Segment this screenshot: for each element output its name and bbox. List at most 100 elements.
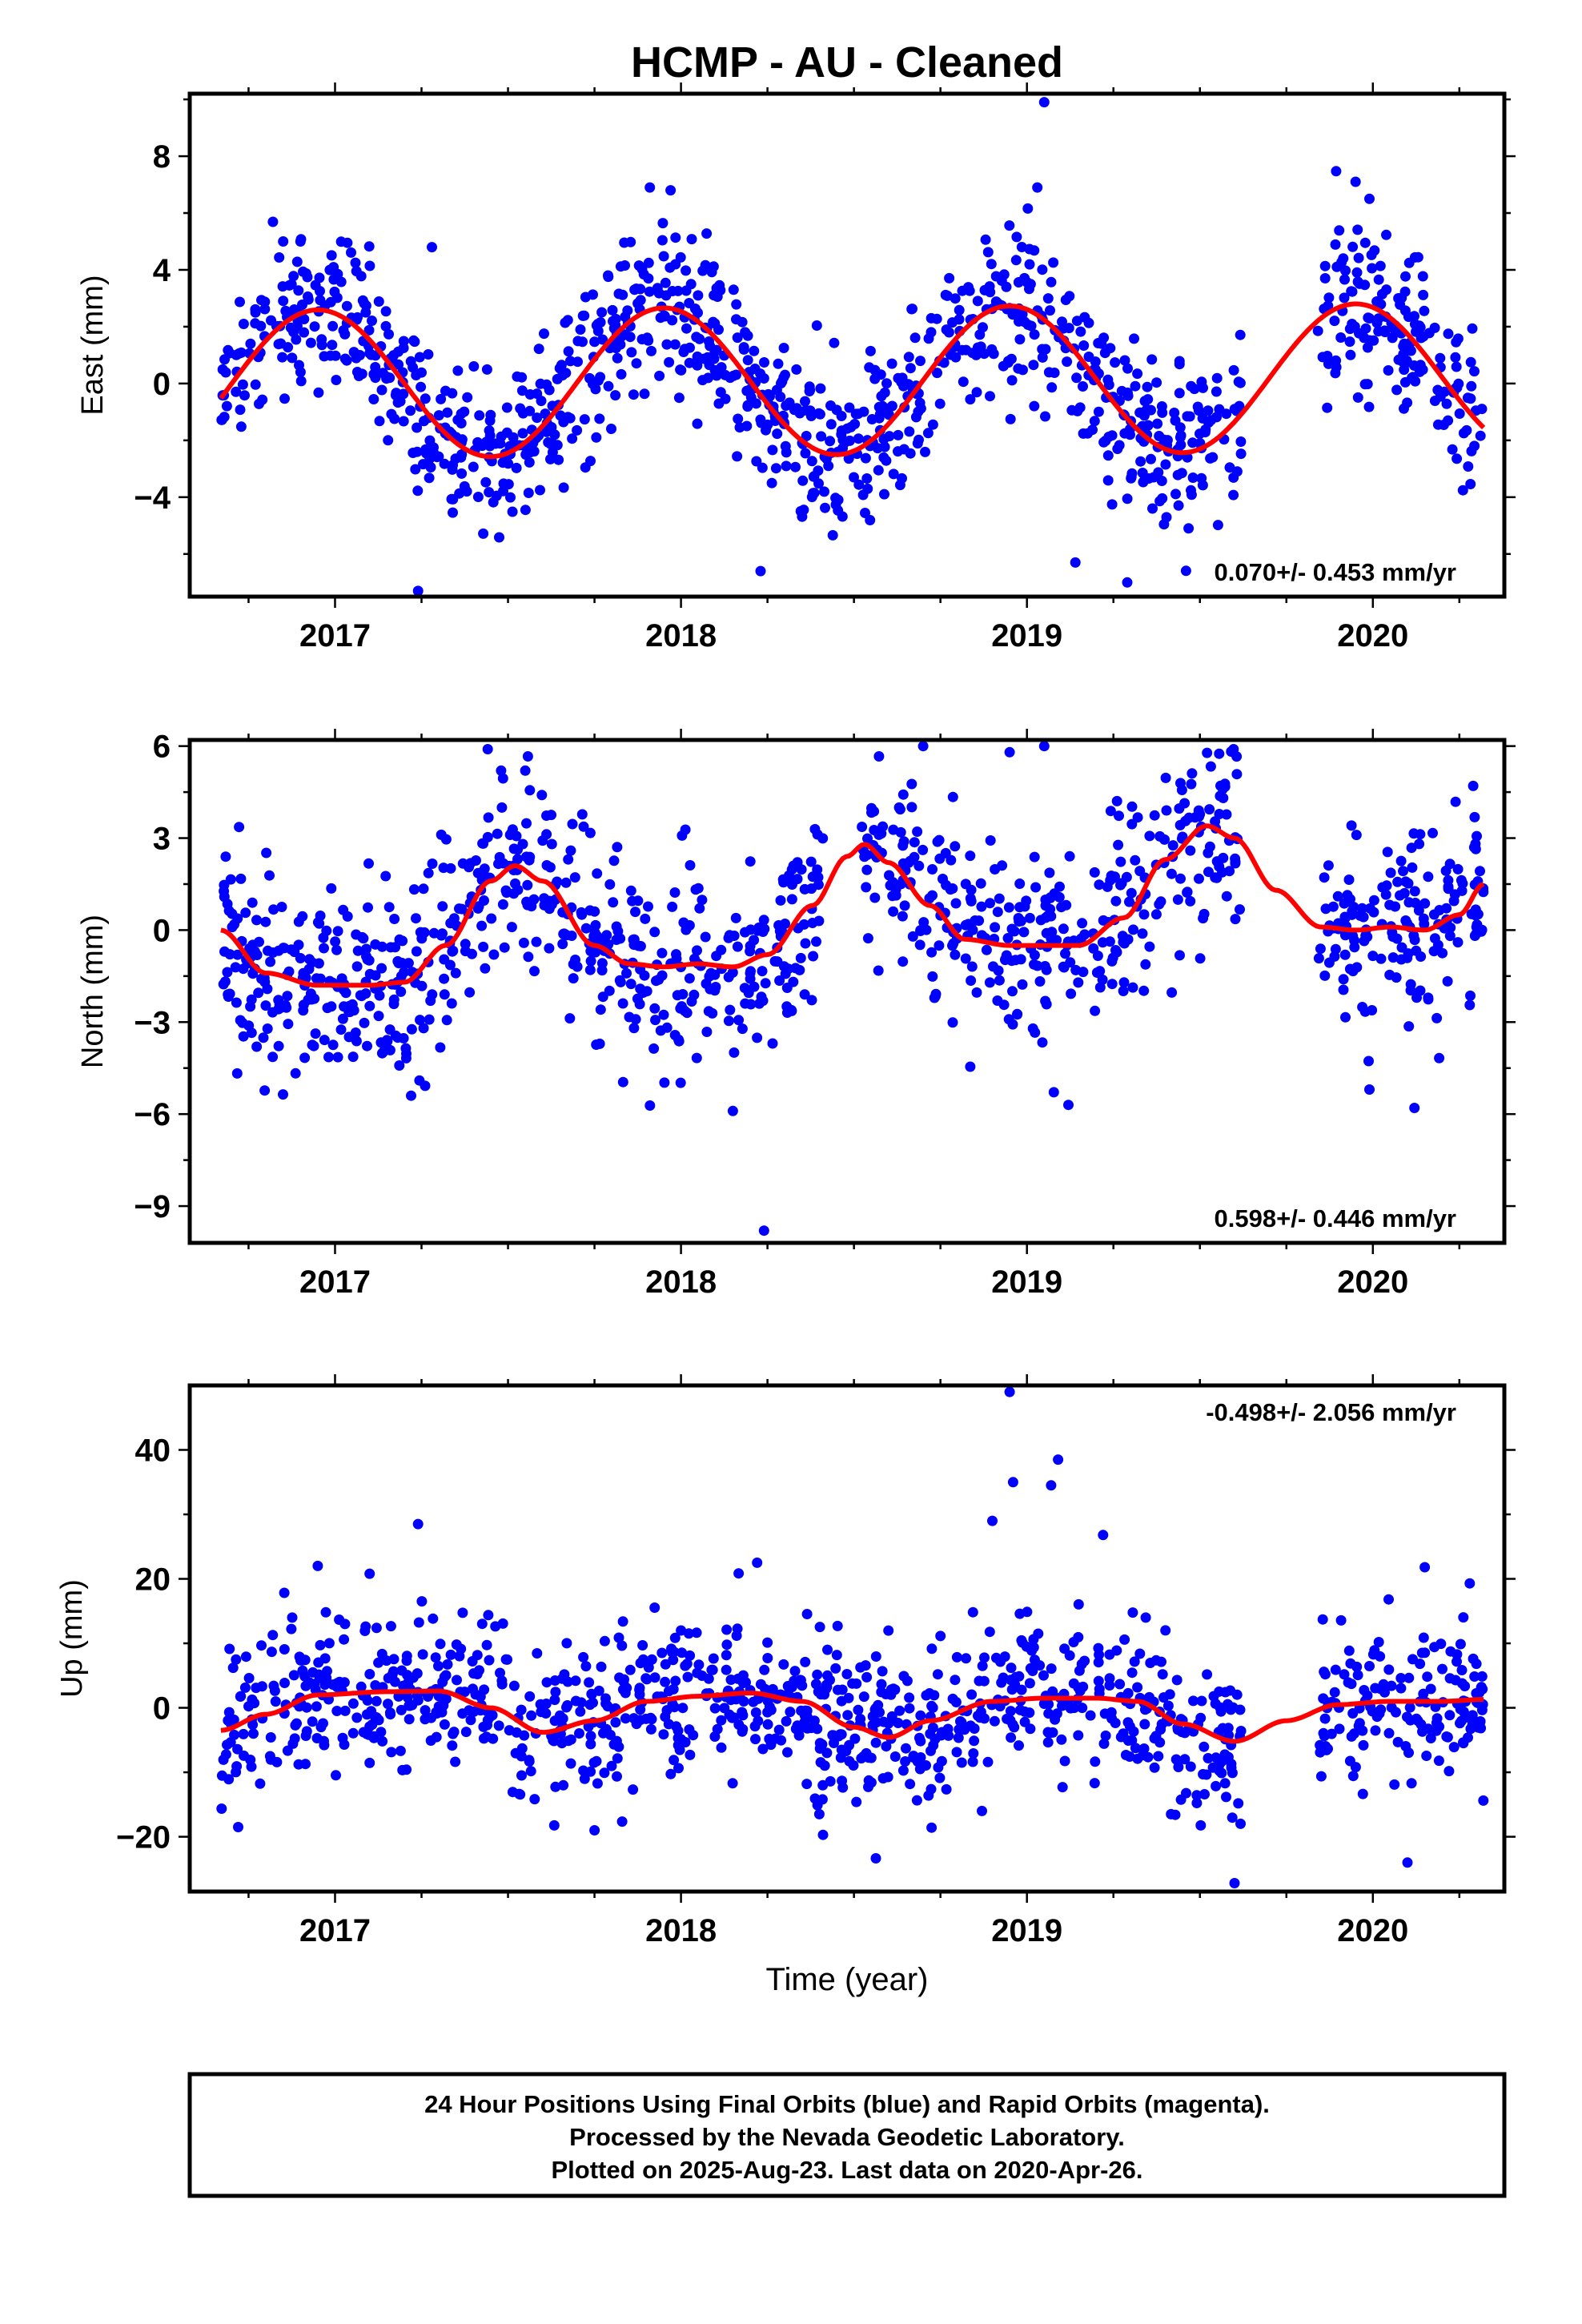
data-point: [437, 901, 448, 912]
data-point: [278, 236, 289, 247]
data-point: [786, 864, 797, 875]
data-point: [950, 841, 961, 852]
data-point: [1024, 1707, 1035, 1719]
data-point: [1155, 896, 1166, 907]
data-point: [439, 989, 450, 1000]
data-point: [235, 1015, 246, 1026]
data-point: [438, 1700, 449, 1711]
data-point: [833, 1684, 843, 1695]
data-point: [222, 967, 233, 978]
data-point: [521, 818, 532, 829]
data-point: [364, 1757, 375, 1768]
data-point: [351, 1035, 362, 1047]
up-y-axis-label: Up (mm): [55, 1579, 89, 1698]
data-point: [773, 358, 784, 369]
data-point: [781, 460, 792, 472]
data-point: [1093, 1642, 1104, 1654]
data-point: [321, 925, 332, 936]
data-point: [1199, 908, 1210, 919]
data-point: [1063, 1100, 1074, 1111]
data-point: [1403, 1021, 1415, 1032]
east-y-axis-label: East (mm): [76, 275, 110, 415]
data-point: [1351, 830, 1362, 841]
data-point: [383, 328, 394, 340]
data-point: [1379, 1687, 1390, 1698]
data-point: [1416, 1647, 1427, 1659]
data-point: [607, 304, 618, 316]
data-point: [380, 320, 391, 332]
data-point: [1318, 1693, 1329, 1704]
data-point: [1010, 1671, 1022, 1683]
data-point: [392, 1032, 404, 1043]
data-point: [1210, 1698, 1221, 1709]
data-point: [1456, 1665, 1468, 1675]
data-point: [502, 1654, 512, 1665]
data-point: [1332, 891, 1343, 902]
data-point: [745, 946, 756, 957]
data-point: [624, 1664, 636, 1675]
data-point: [638, 269, 649, 279]
data-point: [1381, 880, 1392, 891]
data-point: [971, 987, 982, 998]
data-point: [1172, 894, 1183, 905]
data-point: [1038, 1699, 1050, 1709]
data-point: [1203, 1753, 1214, 1763]
data-point: [625, 979, 636, 990]
data-point: [235, 296, 245, 308]
data-point: [979, 1652, 990, 1663]
data-point: [961, 1653, 972, 1664]
data-point: [1064, 291, 1075, 302]
data-point: [955, 1716, 966, 1727]
data-point: [608, 855, 620, 866]
footer-frame: [187, 2072, 1507, 2198]
data-point: [1455, 1703, 1466, 1715]
data-point: [883, 1718, 894, 1729]
data-point: [1315, 1771, 1327, 1782]
data-point: [337, 1732, 348, 1743]
data-point: [1127, 1607, 1138, 1618]
data-point: [1350, 1762, 1361, 1773]
data-point: [1115, 879, 1126, 891]
data-point: [232, 949, 243, 960]
data-point: [1478, 887, 1489, 898]
data-point: [532, 412, 543, 424]
data-point: [841, 1746, 852, 1757]
data-point: [926, 312, 937, 324]
data-point: [1195, 1819, 1207, 1831]
data-point: [1029, 851, 1040, 862]
data-point: [1444, 931, 1456, 942]
data-point: [1469, 811, 1480, 822]
data-point: [1434, 1052, 1445, 1063]
east-rate-label: 0.070+/- 0.453 mm/yr: [1215, 558, 1456, 586]
data-point: [934, 398, 946, 409]
north-rate-label: 0.598+/- 0.446 mm/yr: [1215, 1204, 1456, 1232]
data-point: [1323, 292, 1335, 304]
data-point: [742, 401, 753, 412]
data-point: [1138, 1750, 1149, 1761]
data-point: [1205, 452, 1216, 464]
data-point: [1187, 472, 1199, 483]
data-point: [1087, 424, 1098, 436]
data-point: [1387, 332, 1398, 344]
data-point: [869, 364, 881, 376]
data-point: [234, 348, 245, 359]
data-point: [1387, 952, 1399, 963]
data-point: [990, 864, 1001, 875]
data-point: [921, 1760, 931, 1771]
data-point: [691, 1052, 702, 1063]
data-point: [1434, 905, 1445, 915]
data-point: [420, 393, 431, 404]
data-point: [805, 1723, 817, 1734]
data-point: [1126, 818, 1138, 830]
data-point: [731, 1630, 742, 1641]
data-point: [319, 1653, 331, 1664]
data-point: [293, 916, 304, 927]
data-point: [934, 940, 945, 951]
data-point: [219, 354, 230, 365]
data-point: [713, 324, 724, 336]
data-point: [298, 999, 309, 1011]
data-point: [1211, 1780, 1222, 1791]
data-point: [590, 919, 601, 931]
data-point: [219, 879, 230, 891]
data-point: [1405, 979, 1416, 990]
